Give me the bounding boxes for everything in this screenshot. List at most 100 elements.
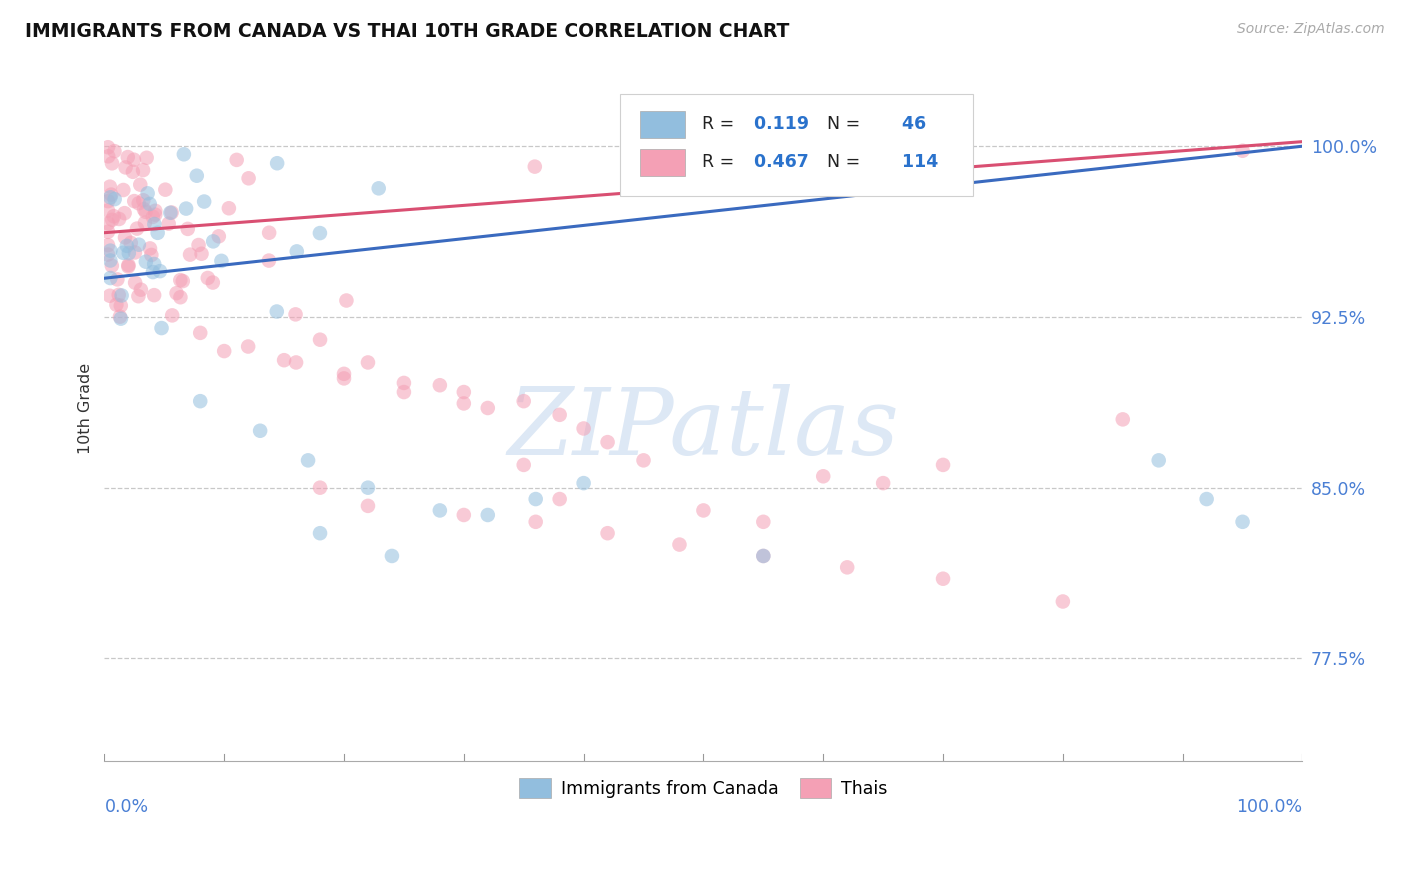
Text: 100.0%: 100.0%	[1236, 797, 1302, 815]
Point	[97, 238, 120, 252]
Point	[138, 197, 160, 211]
Point	[209, 253, 232, 268]
Point	[143, 257, 166, 271]
Point	[117, 260, 139, 274]
Point	[309, 481, 332, 495]
Point	[668, 538, 690, 552]
Point	[188, 394, 211, 409]
Point	[186, 169, 208, 183]
Y-axis label: 10th Grade: 10th Grade	[79, 362, 93, 453]
Point	[97, 149, 120, 163]
Point	[257, 253, 280, 268]
Point	[135, 254, 157, 268]
Point	[266, 304, 288, 318]
Point	[132, 163, 155, 178]
Text: R =: R =	[702, 115, 740, 133]
Point	[523, 160, 546, 174]
Point	[97, 194, 120, 209]
Point	[114, 230, 136, 244]
Point	[357, 481, 380, 495]
Point	[112, 245, 135, 260]
Point	[128, 196, 150, 211]
Legend: Immigrants from Canada, Thais: Immigrants from Canada, Thais	[512, 772, 894, 805]
Point	[453, 385, 475, 400]
Point	[150, 321, 173, 335]
Point	[112, 183, 135, 197]
Point	[142, 265, 165, 279]
Point	[105, 298, 128, 312]
Point	[190, 246, 212, 260]
Point	[392, 376, 415, 390]
Point	[159, 206, 181, 220]
Point	[129, 283, 152, 297]
Point	[134, 216, 156, 230]
Text: IMMIGRANTS FROM CANADA VS THAI 10TH GRADE CORRELATION CHART: IMMIGRANTS FROM CANADA VS THAI 10TH GRAD…	[25, 22, 790, 41]
Point	[752, 549, 775, 563]
Point	[477, 508, 499, 522]
Point	[477, 401, 499, 415]
Point	[202, 235, 225, 249]
Point	[139, 241, 162, 255]
Point	[114, 161, 136, 175]
Point	[111, 288, 134, 302]
Point	[98, 289, 121, 303]
Point	[160, 309, 183, 323]
Text: N =: N =	[815, 115, 866, 133]
Point	[392, 385, 415, 400]
Point	[932, 458, 955, 472]
Text: 0.467: 0.467	[748, 153, 808, 171]
Point	[135, 151, 157, 165]
Point	[105, 272, 128, 286]
Point	[97, 247, 120, 261]
Point	[1147, 453, 1170, 467]
Point	[142, 210, 165, 224]
Point	[143, 288, 166, 302]
Point	[101, 212, 124, 227]
Point	[100, 190, 122, 204]
Point	[335, 293, 357, 308]
Text: 0.119: 0.119	[748, 115, 808, 133]
Point	[124, 276, 146, 290]
Point	[1232, 144, 1254, 158]
Point	[238, 171, 260, 186]
Point	[122, 153, 145, 167]
Point	[1112, 412, 1135, 426]
Point	[367, 181, 389, 195]
Point	[110, 299, 132, 313]
Point	[135, 205, 157, 219]
Point	[143, 217, 166, 231]
Point	[120, 235, 142, 250]
Point	[97, 140, 120, 154]
Point	[1232, 515, 1254, 529]
Point	[177, 222, 200, 236]
Point	[117, 258, 139, 272]
Point	[101, 156, 124, 170]
Point	[236, 339, 259, 353]
Point	[115, 239, 138, 253]
Point	[208, 229, 231, 244]
Text: Source: ZipAtlas.com: Source: ZipAtlas.com	[1237, 22, 1385, 37]
Point	[1052, 594, 1074, 608]
Text: ZIPatlas: ZIPatlas	[508, 384, 900, 475]
Point	[524, 515, 547, 529]
Point	[103, 209, 125, 223]
Point	[114, 206, 136, 220]
Point	[297, 453, 319, 467]
Point	[104, 192, 127, 206]
Point	[212, 344, 235, 359]
Point	[143, 203, 166, 218]
Point	[155, 183, 177, 197]
Point	[118, 246, 141, 260]
Point	[193, 194, 215, 209]
Point	[273, 353, 295, 368]
Point	[100, 187, 122, 202]
Point	[309, 526, 332, 541]
Point	[266, 156, 288, 170]
Bar	[640, 111, 686, 137]
FancyBboxPatch shape	[620, 94, 973, 196]
Point	[128, 237, 150, 252]
Point	[172, 274, 194, 288]
Point	[132, 194, 155, 208]
Point	[357, 499, 380, 513]
Point	[124, 245, 146, 260]
